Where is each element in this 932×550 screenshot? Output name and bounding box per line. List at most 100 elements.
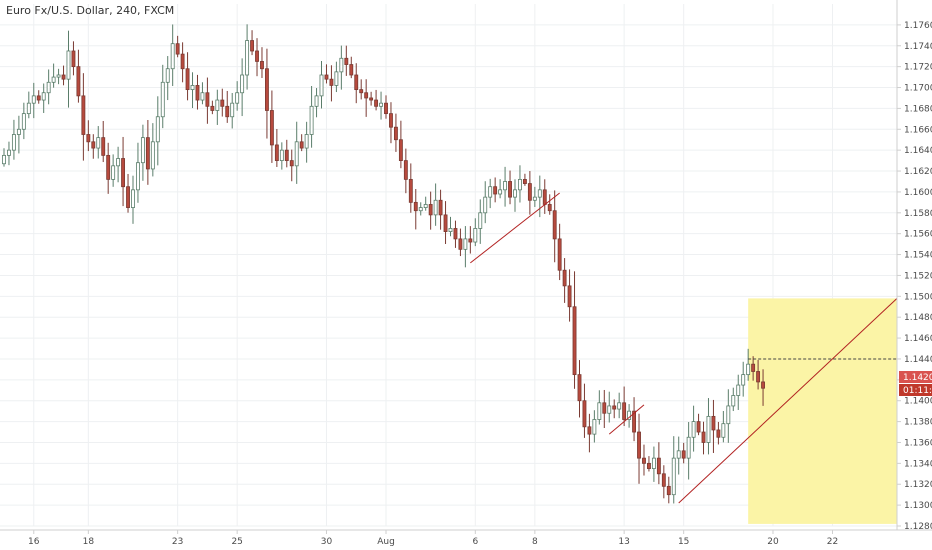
price-tick-label: 1.12800 (904, 522, 932, 532)
candle-body (26, 102, 31, 115)
candle-body (547, 204, 552, 212)
candle-body (205, 92, 210, 107)
price-tick-label: 1.17400 (904, 42, 932, 52)
candle-body (274, 144, 279, 162)
candle-body (542, 189, 547, 205)
candle-body (627, 410, 632, 420)
candle-body (230, 102, 235, 118)
candle-body (503, 181, 508, 191)
candle-body (632, 410, 636, 433)
candle-body (31, 95, 36, 104)
time-tick-label: 22 (827, 537, 838, 547)
candle-body (508, 181, 512, 198)
candle-body (359, 89, 364, 94)
candle-body (374, 99, 379, 107)
candle-body (46, 81, 51, 94)
candle-body (160, 81, 165, 118)
candle-body (210, 105, 215, 111)
candle-body (408, 178, 413, 203)
candle-body (225, 105, 230, 118)
candle-body (150, 141, 155, 170)
candle-body (145, 137, 150, 170)
candle-body (349, 64, 354, 76)
candle-body (165, 68, 170, 83)
trendline-drawings[interactable] (470, 192, 898, 504)
plot-area[interactable] (0, 0, 898, 530)
candle-body (131, 189, 135, 208)
candle-body (532, 196, 537, 201)
price-tick-label: 1.16800 (904, 104, 932, 114)
candle-body (279, 149, 284, 162)
candle-body (706, 415, 711, 443)
candle-body (651, 457, 656, 469)
candle-body (527, 183, 532, 201)
candle-body (265, 68, 269, 111)
candle-body (66, 50, 71, 80)
candle-body (260, 61, 264, 70)
candle-body (483, 196, 488, 214)
candle-body (647, 462, 651, 469)
candle-body (185, 68, 190, 91)
candle-body (676, 450, 681, 459)
candle-body (334, 71, 339, 86)
candle-body (473, 228, 478, 243)
trendline[interactable] (678, 298, 898, 504)
price-axis[interactable]: 1.17600 1.17400 1.17200 1.17000 1.16800 1.166… (896, 0, 932, 532)
time-tick-label: 15 (678, 537, 689, 547)
candle-body (726, 405, 731, 425)
candle-body (587, 426, 592, 435)
candle-body (592, 419, 597, 435)
candle-body (518, 178, 522, 191)
candle-body (671, 457, 676, 496)
price-tick-label: 1.15600 (904, 230, 932, 240)
price-tick-label: 1.13200 (904, 480, 932, 490)
price-tick-label: 1.16400 (904, 146, 932, 156)
candle-body (364, 92, 369, 99)
candle-body (240, 74, 245, 94)
trendline[interactable] (470, 192, 560, 264)
candle-body (389, 113, 393, 128)
time-tick-label: 25 (231, 537, 242, 547)
candle-body (41, 92, 46, 101)
time-axis[interactable]: 16 18 23 25 30 Aug 6 8 13 15 20 22 (0, 529, 932, 547)
trendline[interactable] (608, 404, 645, 435)
candle-body (696, 421, 701, 433)
candle-body (572, 306, 577, 376)
candle-body (656, 457, 661, 475)
candle-body (190, 85, 195, 91)
candle-body (666, 485, 671, 496)
candle-body (384, 102, 388, 115)
candle-body (746, 363, 751, 376)
candle-body (116, 158, 121, 167)
candle-body (736, 384, 741, 396)
price-axis-ticks: 1.17600 1.17400 1.17200 1.17000 1.16800 1.166… (897, 21, 932, 532)
candle-body (86, 134, 91, 143)
candlestick-series (2, 24, 765, 504)
candle-body (235, 92, 240, 104)
candle-body (180, 53, 185, 70)
candle-body (250, 40, 254, 52)
price-tick-label: 1.15000 (904, 292, 932, 302)
candle-body (622, 402, 627, 420)
candle-body (438, 199, 443, 216)
candle-body (751, 363, 756, 372)
candle-body (731, 395, 736, 407)
target-zone (748, 298, 897, 524)
candle-body (403, 160, 408, 180)
candle-body (418, 207, 423, 212)
candle-body (552, 210, 557, 240)
price-tick-label: 1.14800 (904, 313, 932, 323)
candle-body (245, 40, 250, 76)
price-tick-label: 1.17600 (904, 21, 932, 31)
candle-body (522, 178, 527, 184)
timer-badge: 01:11:34 (899, 384, 932, 396)
candle-body (71, 50, 76, 68)
candle-body (443, 214, 448, 232)
candle-body (220, 99, 225, 107)
candle-body (557, 238, 562, 271)
time-tick-label: 6 (472, 537, 478, 547)
candle-body (56, 74, 61, 78)
candle-body (716, 429, 721, 438)
